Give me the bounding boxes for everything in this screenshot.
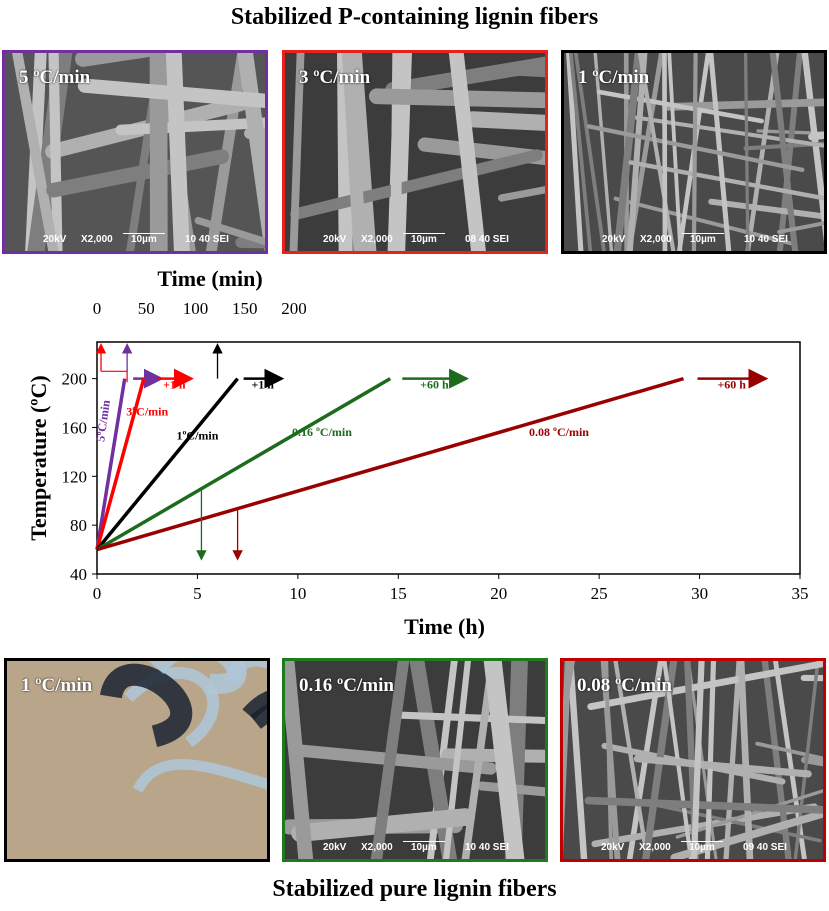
x-tick-label: 25 bbox=[591, 584, 608, 603]
scale-bar bbox=[403, 233, 445, 234]
series-line-2 bbox=[95, 378, 146, 551]
y-tick-label: 80 bbox=[70, 516, 87, 535]
top-heading: Stabilized P-containing lignin fibers bbox=[230, 4, 599, 30]
x2-tick-label: 200 bbox=[281, 299, 307, 318]
series-label-3: 1ºC/min bbox=[176, 429, 218, 443]
heating-rate-label: 0.16 ºC/min bbox=[299, 675, 394, 696]
y-tick-label: 160 bbox=[62, 418, 88, 437]
hold-label-5: +60 h bbox=[717, 377, 746, 391]
y-tick-label: 200 bbox=[62, 370, 88, 389]
y-tick-label: 120 bbox=[62, 467, 88, 486]
series-label-2: 3ºC/min bbox=[126, 404, 168, 418]
scale-bar bbox=[123, 233, 165, 234]
x2-tick-label: 100 bbox=[183, 299, 209, 318]
sem-kv: 20kV bbox=[43, 234, 67, 245]
sem-mag: X2,000 bbox=[361, 842, 393, 853]
x-tick-label: 5 bbox=[193, 584, 202, 603]
sem-info-bar: 20kV X2,000 10µm 10 40 SEI bbox=[285, 837, 545, 859]
sem-scale: 10µm bbox=[689, 842, 715, 853]
sem-code: 09 40 SEI bbox=[743, 842, 787, 853]
series-line-3 bbox=[95, 377, 239, 551]
sem-scale: 10µm bbox=[411, 842, 437, 853]
micrograph-image bbox=[564, 53, 824, 251]
bottom-micrograph-2: 0.16 ºC/min 20kV X2,000 10µm 10 40 SEI bbox=[282, 658, 548, 862]
x2-tick-label: 150 bbox=[232, 299, 258, 318]
sem-mag: X2,000 bbox=[81, 234, 113, 245]
sem-kv: 20kV bbox=[601, 842, 625, 853]
bottom-micrograph-3: 0.08 ºC/min 20kV X2,000 10µm 09 40 SEI bbox=[560, 658, 826, 862]
micrograph-image bbox=[285, 53, 545, 251]
micrograph-image bbox=[563, 661, 823, 859]
heating-rate-label: 1 ºC/min bbox=[21, 675, 93, 696]
sem-kv: 20kV bbox=[323, 234, 347, 245]
x-tick-label: 35 bbox=[792, 584, 809, 603]
hold-label-3: +1 h bbox=[251, 377, 274, 391]
annotation-bracket-red bbox=[101, 370, 128, 383]
top-micrograph-1: 5 ºC/min 20kV X2,000 10µm 10 40 SEI bbox=[2, 50, 268, 254]
x-tick-label: 10 bbox=[289, 584, 306, 603]
sem-info-bar: 20kV X2,000 10µm 10 40 SEI bbox=[5, 229, 265, 251]
bottom-micrograph-1: 1 ºC/min bbox=[4, 658, 270, 862]
top-micrograph-3: 1 ºC/min 20kV X2,000 10µm 10 40 SEI bbox=[561, 50, 827, 254]
series-line-5 bbox=[96, 376, 684, 552]
top-micrograph-2: 3 ºC/min 20kV X2,000 10µm 08 40 SEI bbox=[282, 50, 548, 254]
sem-code: 10 40 SEI bbox=[744, 234, 788, 245]
x-tick-label: 0 bbox=[93, 584, 102, 603]
series-line-1 bbox=[95, 378, 127, 550]
plot-frame bbox=[96, 341, 801, 575]
sem-info-bar: 20kV X2,000 10µm 09 40 SEI bbox=[563, 837, 823, 859]
sem-mag: X2,000 bbox=[361, 234, 393, 245]
series-line-4 bbox=[96, 377, 392, 552]
sem-code: 10 40 SEI bbox=[185, 234, 229, 245]
x2-axis-title: Time (min) bbox=[157, 266, 262, 291]
sem-scale: 10µm bbox=[411, 234, 437, 245]
scale-bar bbox=[682, 233, 724, 234]
hold-label-2: +1 h bbox=[163, 377, 186, 391]
x-tick-label: 20 bbox=[490, 584, 507, 603]
sem-scale: 10µm bbox=[131, 234, 157, 245]
x-tick-label: 15 bbox=[390, 584, 407, 603]
sem-code: 08 40 SEI bbox=[465, 234, 509, 245]
sem-info-bar: 20kV X2,000 10µm 08 40 SEI bbox=[285, 229, 545, 251]
sem-mag: X2,000 bbox=[639, 842, 671, 853]
scale-bar bbox=[681, 841, 723, 842]
micrograph-image bbox=[7, 661, 267, 859]
y-axis-title: Temperature (ºC) bbox=[26, 375, 51, 541]
hold-label-4: +60 h bbox=[420, 377, 449, 391]
series-label-4: 0.16 ºC/min bbox=[292, 425, 352, 439]
bottom-heading: Stabilized pure lignin fibers bbox=[272, 876, 557, 902]
x-axis-title: Time (h) bbox=[404, 614, 485, 639]
heating-rate-label: 0.08 ºC/min bbox=[577, 675, 672, 696]
heating-rate-label: 5 ºC/min bbox=[19, 67, 91, 88]
sem-scale: 10µm bbox=[690, 234, 716, 245]
x2-tick-label: 0 bbox=[93, 299, 102, 318]
sem-kv: 20kV bbox=[323, 842, 347, 853]
x-tick-label: 30 bbox=[691, 584, 708, 603]
heating-rate-label: 1 ºC/min bbox=[578, 67, 650, 88]
series-label-1: 5ºC/min bbox=[93, 399, 113, 443]
y-tick-label: 40 bbox=[70, 565, 87, 584]
scale-bar bbox=[403, 841, 445, 842]
heating-profile-chart: 0 5 10 15 20 25 30 35 40 80 120 160 200 0 50 100 150 200 T… bbox=[26, 266, 809, 639]
micrograph-image bbox=[5, 53, 265, 251]
micrograph-image bbox=[285, 661, 545, 859]
sem-code: 10 40 SEI bbox=[465, 842, 509, 853]
sem-kv: 20kV bbox=[602, 234, 626, 245]
sem-mag: X2,000 bbox=[640, 234, 672, 245]
heating-rate-label: 3 ºC/min bbox=[299, 67, 371, 88]
x2-tick-label: 50 bbox=[138, 299, 155, 318]
sem-info-bar: 20kV X2,000 10µm 10 40 SEI bbox=[564, 229, 824, 251]
series-label-5: 0.08 ºC/min bbox=[529, 425, 589, 439]
